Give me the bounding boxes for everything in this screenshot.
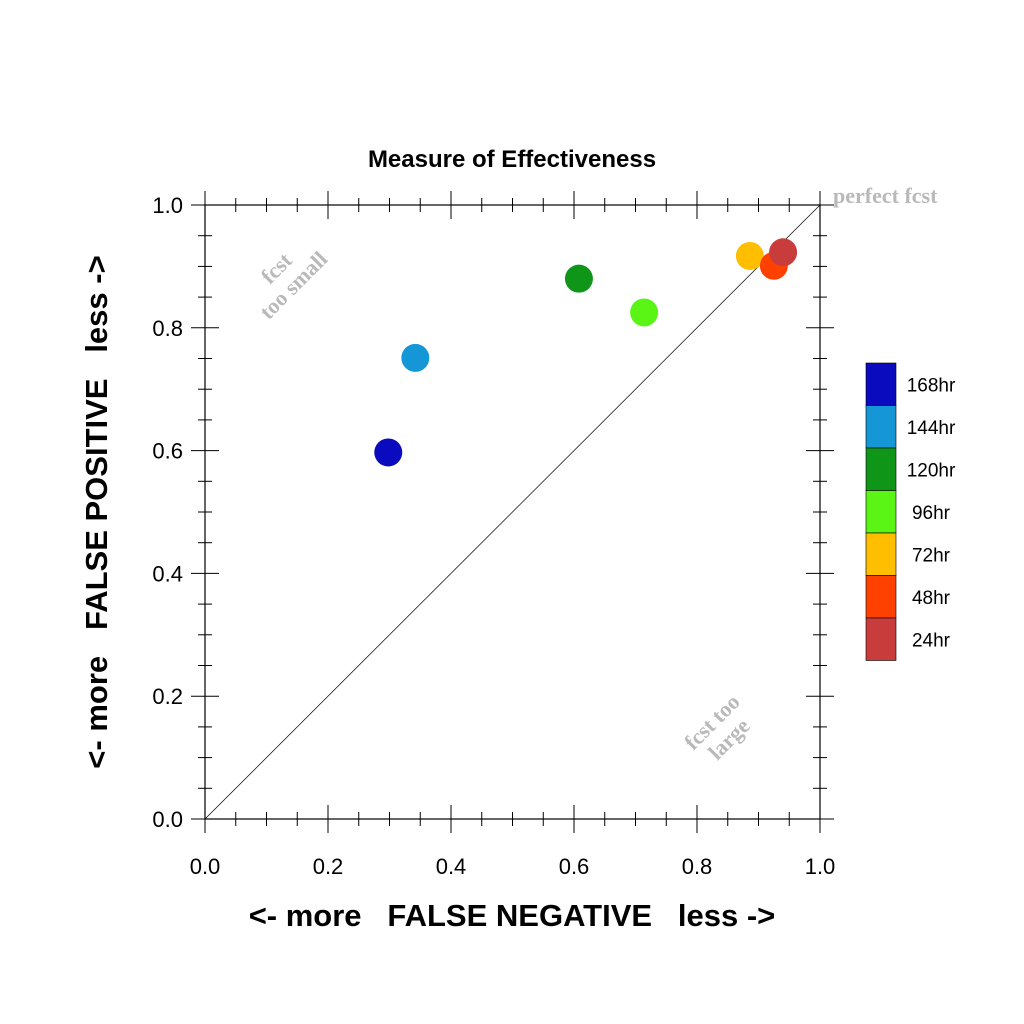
y-tick-label: 1.0 (152, 193, 183, 218)
diagonal-reference-line (204, 204, 821, 820)
x-tick-label: 0.6 (559, 854, 590, 879)
legend: 168hr 144hr 120hr 96hr 72hr 48hr 24hr (865, 362, 956, 661)
chart-title: Measure of Effectiveness (368, 146, 656, 173)
legend-swatch-72hr (865, 532, 897, 576)
y-tick-label: 0.0 (152, 807, 183, 832)
legend-swatch-144hr (865, 405, 897, 449)
x-tick-label: 0.8 (682, 854, 713, 879)
point-72hr (735, 241, 764, 270)
legend-swatch-24hr (865, 617, 897, 661)
point-96hr (630, 298, 659, 327)
x-tick-label: 1.0 (805, 854, 836, 879)
legend-label-48hr: 48hr (912, 588, 951, 609)
legend-swatch-48hr (865, 575, 897, 619)
legend-label-144hr: 144hr (907, 418, 956, 439)
x-axis-label: <- more FALSE NEGATIVE less -> (249, 898, 776, 933)
legend-swatch-120hr (865, 447, 897, 491)
point-144hr (401, 343, 430, 372)
y-tick-label: 0.6 (152, 439, 183, 464)
diagonal-line (204, 204, 821, 820)
legend-label-96hr: 96hr (912, 503, 951, 524)
annotation-perfect-fcst: perfect fcst (833, 183, 938, 208)
x-tick-label: 0.0 (190, 854, 221, 879)
legend-swatch-96hr (865, 490, 897, 534)
point-168hr (374, 438, 403, 467)
y-tick-label: 0.2 (152, 684, 183, 709)
point-120hr (564, 264, 593, 293)
y-axis-label: <- more FALSE POSITIVE less -> (79, 255, 114, 768)
annotation-fcst-too-small-2: too small (254, 246, 332, 324)
tick-marks (191, 191, 834, 833)
y-tick-label: 0.4 (152, 561, 183, 586)
legend-label-168hr: 168hr (907, 375, 956, 396)
x-tick-labels: 0.0 0.2 0.4 0.6 0.8 1.0 (190, 854, 836, 879)
legend-label-72hr: 72hr (912, 545, 951, 566)
legend-swatch-168hr (865, 362, 897, 406)
y-tick-labels: 0.0 0.2 0.4 0.6 0.8 1.0 (152, 193, 183, 832)
legend-label-120hr: 120hr (907, 460, 956, 481)
point-24hr (769, 238, 798, 267)
data-points (374, 238, 798, 467)
y-tick-label: 0.8 (152, 316, 183, 341)
x-tick-label: 0.2 (313, 854, 344, 879)
x-tick-label: 0.4 (436, 854, 467, 879)
legend-label-24hr: 24hr (912, 630, 951, 651)
